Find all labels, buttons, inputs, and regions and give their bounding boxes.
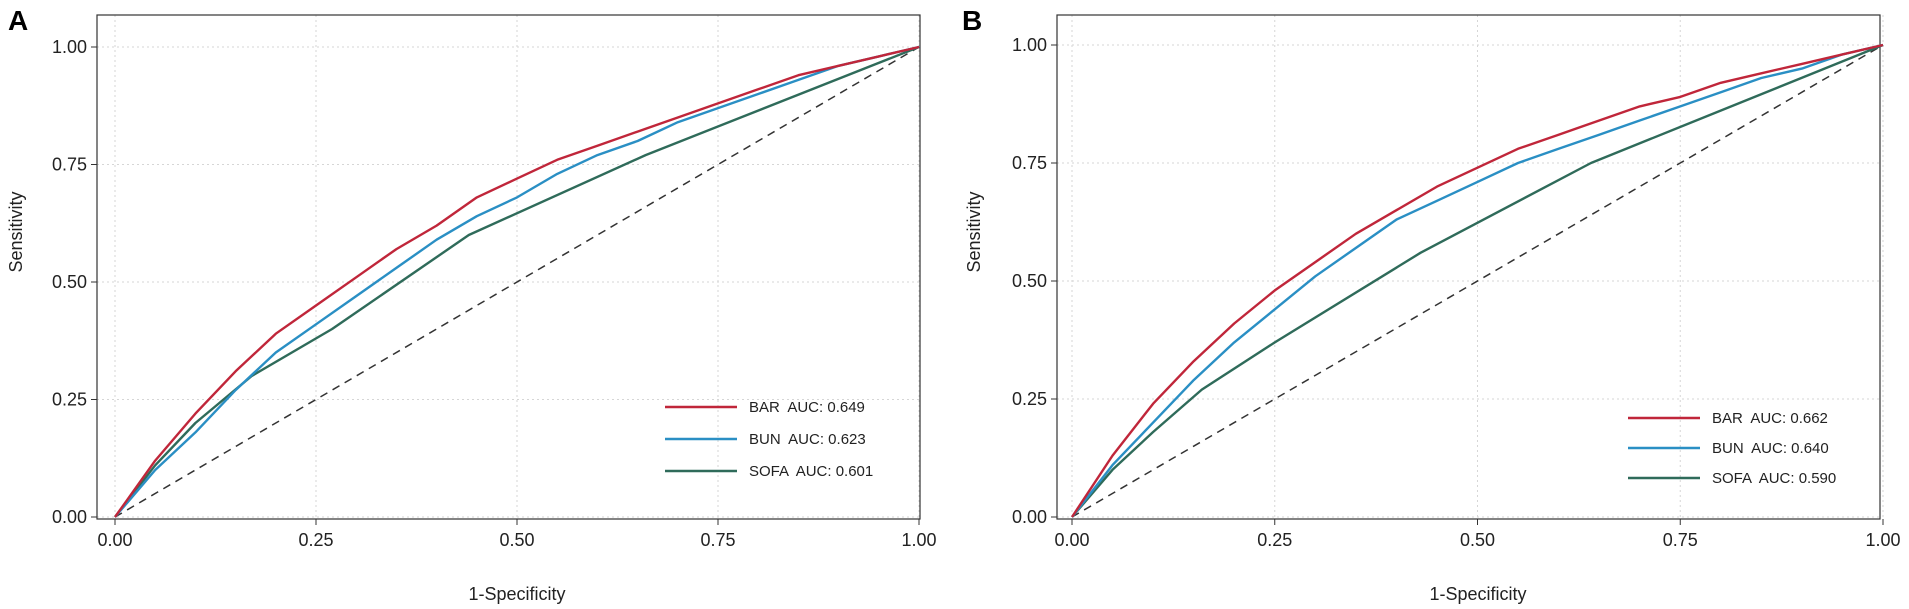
y-axis-label: Sensitivity — [6, 191, 26, 272]
legend-label-bun: BUN AUC: 0.623 — [749, 431, 866, 448]
x-tick-label: 0.25 — [1257, 530, 1292, 550]
legend-label-sofa: SOFA AUC: 0.590 — [1712, 470, 1836, 487]
roc-curve-bun — [114, 45, 920, 518]
roc-curve-bun — [1071, 43, 1884, 518]
y-tick-label: 0.75 — [52, 155, 87, 175]
x-axis-label: 1-Specificity — [1429, 584, 1526, 604]
y-tick-label: 0.25 — [52, 390, 87, 410]
x-tick-label: 0.00 — [1054, 530, 1089, 550]
legend-label-bar: BAR AUC: 0.649 — [749, 399, 865, 416]
x-tick-label: 0.00 — [97, 530, 132, 550]
reference-diagonal — [114, 46, 920, 518]
plot-frame — [96, 14, 921, 520]
roc-curve-bar — [1070, 43, 1884, 518]
panel-a: A 0.00 0.25 0.50 0.75 1.00 0.00 0.25 0.50 0.75 1.0… — [6, 5, 937, 604]
y-tick-label: 0.50 — [1012, 271, 1047, 291]
y-tick-label: 1.00 — [1012, 35, 1047, 55]
roc-curve-sofa — [1071, 43, 1884, 518]
plot-frame — [1056, 14, 1881, 520]
legend-label-sofa: SOFA AUC: 0.601 — [749, 463, 873, 480]
y-tick-label: 1.00 — [52, 37, 87, 57]
legend-label-bar: BAR AUC: 0.662 — [1712, 410, 1828, 427]
roc-curve-sofa — [114, 45, 920, 518]
x-tick-label: 0.75 — [700, 530, 735, 550]
x-axis-label: 1-Specificity — [468, 584, 565, 604]
x-tick-label: 1.00 — [901, 530, 936, 550]
x-tick-label: 0.50 — [1460, 530, 1495, 550]
y-tick-label: 0.50 — [52, 272, 87, 292]
panel-label: B — [962, 5, 982, 36]
x-tick-label: 0.25 — [298, 530, 333, 550]
x-tick-label: 1.00 — [1865, 530, 1900, 550]
x-tick-label: 0.50 — [499, 530, 534, 550]
panel-b: B 0.00 0.25 0.50 0.75 1.00 0.00 0.25 0.50 0.75 1.0… — [962, 5, 1901, 604]
y-tick-label: 0.00 — [52, 507, 87, 527]
y-tick-label: 0.25 — [1012, 389, 1047, 409]
y-axis-label: Sensitivity — [964, 191, 984, 272]
legend-label-bun: BUN AUC: 0.640 — [1712, 440, 1829, 457]
y-tick-label: 0.00 — [1012, 507, 1047, 527]
reference-diagonal — [1071, 44, 1884, 518]
panel-label: A — [8, 5, 28, 36]
roc-curve-bar — [114, 45, 920, 518]
x-tick-label: 0.75 — [1663, 530, 1698, 550]
y-tick-label: 0.75 — [1012, 153, 1047, 173]
